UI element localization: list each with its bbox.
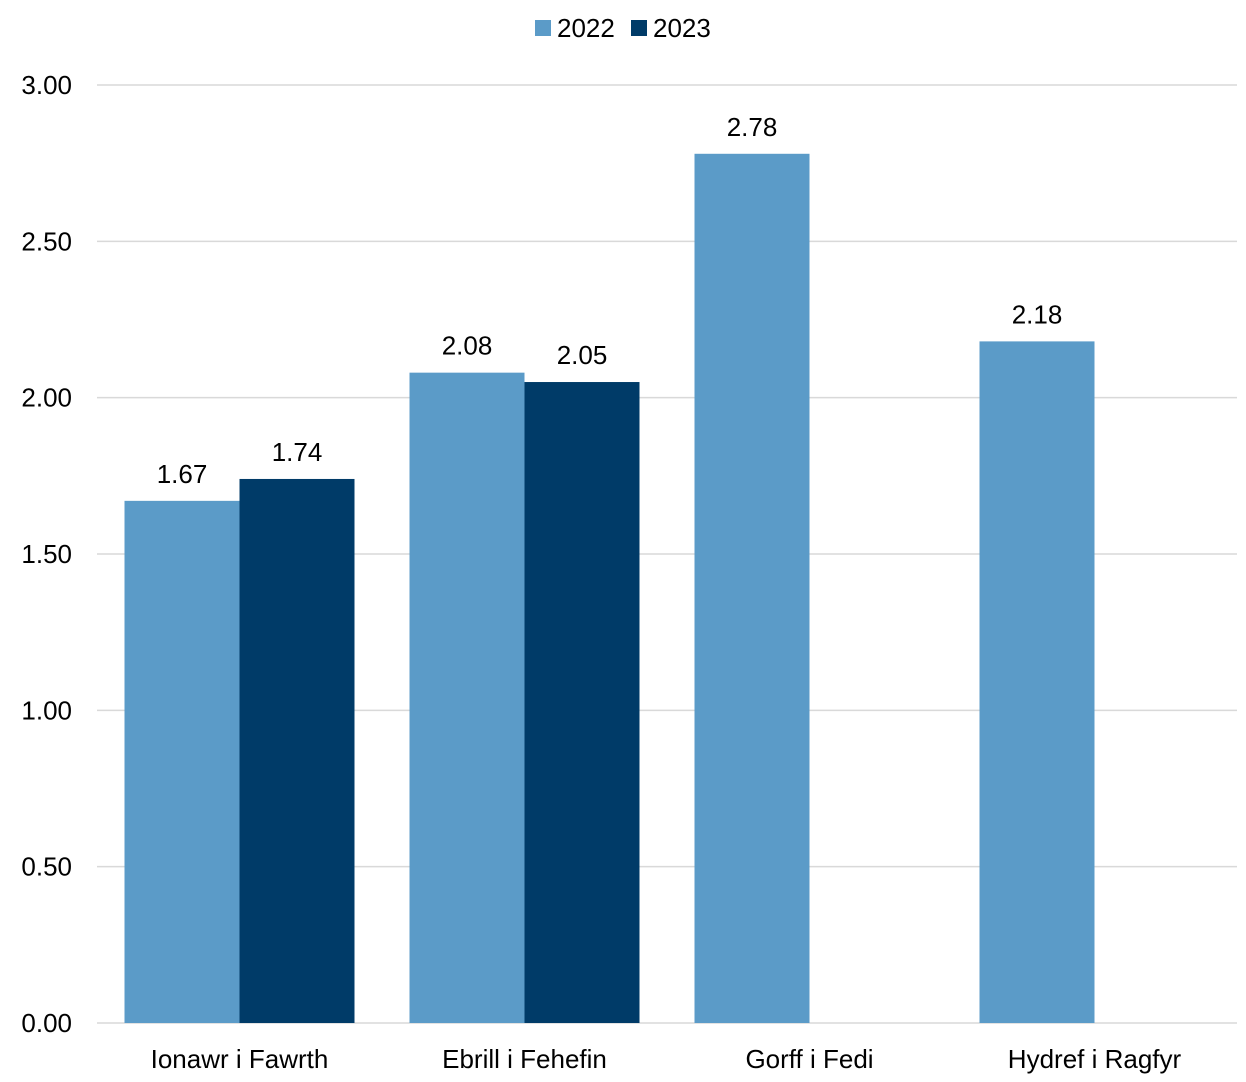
legend: 2022 2023 (535, 13, 711, 43)
x-tick-label: Ebrill i Fehefin (442, 1044, 607, 1074)
y-tick-label: 1.00 (21, 695, 72, 725)
bars (124, 153, 1095, 1024)
x-tick-label: Ionawr i Fawrth (151, 1044, 329, 1074)
y-axis-ticks: 0.00 0.50 1.00 1.50 2.00 2.50 3.00 (21, 70, 72, 1038)
y-tick-label: 3.00 (21, 70, 72, 100)
legend-swatch-2022 (535, 20, 551, 36)
x-tick-label: Gorff i Fedi (745, 1044, 873, 1074)
data-label: 2.78 (727, 112, 778, 142)
y-tick-label: 0.00 (21, 1008, 72, 1038)
data-labels: 1.67 1.74 2.08 2.05 2.78 2.18 (157, 112, 1063, 489)
bar-2022-1 (409, 372, 525, 1023)
legend-label: 2022 (557, 13, 615, 43)
bar-2022-3 (979, 341, 1095, 1023)
data-label: 1.67 (157, 459, 208, 489)
data-label: 2.08 (442, 331, 493, 361)
bar-2023-1 (524, 382, 640, 1023)
y-tick-label: 0.50 (21, 852, 72, 882)
data-label: 2.18 (1012, 299, 1063, 329)
legend-label: 2023 (653, 13, 711, 43)
bar-2022-0 (124, 500, 240, 1023)
data-label: 1.74 (272, 437, 323, 467)
x-axis-ticks: Ionawr i Fawrth Ebrill i Fehefin Gorff i F… (151, 1044, 1182, 1074)
legend-swatch-2023 (631, 20, 647, 36)
bar-2022-2 (694, 153, 810, 1023)
y-tick-label: 2.00 (21, 383, 72, 413)
data-label: 2.05 (557, 340, 608, 370)
y-tick-label: 2.50 (21, 226, 72, 256)
y-tick-label: 1.50 (21, 539, 72, 569)
x-tick-label: Hydref i Ragfyr (1008, 1044, 1182, 1074)
bar-2023-0 (239, 478, 355, 1024)
